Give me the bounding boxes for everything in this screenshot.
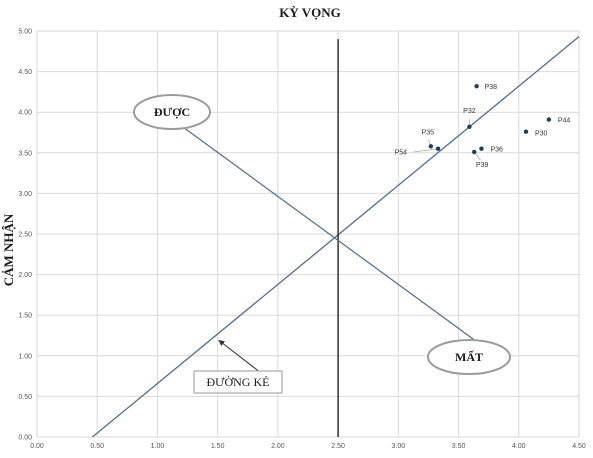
data-point bbox=[467, 124, 472, 130]
x-tick-label: 3.00 bbox=[392, 443, 406, 450]
y-tick-label: 3.50 bbox=[18, 150, 32, 157]
line-label-pointer bbox=[218, 339, 261, 373]
reference-lines bbox=[91, 36, 580, 438]
data-point-label: P30 bbox=[535, 131, 548, 138]
x-tick-label: 2.00 bbox=[271, 443, 285, 450]
line-label-text: ĐƯỜNG KẺ bbox=[207, 375, 270, 389]
y-tick-label: 1.50 bbox=[18, 313, 32, 320]
x-tick-label: 0.00 bbox=[30, 443, 44, 450]
x-tick-label: 2.50 bbox=[331, 443, 345, 450]
y-tick-label: 2.00 bbox=[18, 272, 32, 279]
loss-callout-ellipse bbox=[427, 339, 511, 375]
loss-callout-label: MẤT bbox=[455, 349, 483, 364]
data-point bbox=[546, 117, 552, 122]
diagonal-reference-line bbox=[91, 36, 580, 438]
data-point bbox=[435, 146, 441, 151]
gridlines bbox=[36, 30, 580, 438]
y-tick-label: 0.50 bbox=[18, 394, 32, 401]
gain-loss-arrow bbox=[181, 125, 485, 348]
chart-title: KỲ VỌNG bbox=[279, 5, 341, 20]
data-points: P38 P44 P32 P30 P35 P36 P54 P39 bbox=[395, 84, 571, 169]
y-tick-label: 2.50 bbox=[18, 232, 32, 239]
data-point-label: P36 bbox=[490, 147, 503, 154]
line-label-box bbox=[193, 370, 283, 394]
data-point-label: P35 bbox=[422, 129, 435, 136]
x-tick-label: 3.50 bbox=[452, 443, 466, 450]
x-tick-label: 4.00 bbox=[512, 443, 526, 450]
data-point bbox=[523, 129, 529, 134]
y-tick-label: 1.00 bbox=[18, 353, 32, 360]
y-tick-label: 4.00 bbox=[18, 110, 32, 117]
y-tick-label: 0.00 bbox=[18, 435, 32, 442]
point-leader-line bbox=[413, 148, 439, 153]
x-tick-label: 1.00 bbox=[151, 443, 165, 450]
data-point bbox=[479, 146, 484, 151]
data-point-label: P39 bbox=[476, 162, 489, 169]
data-point bbox=[428, 144, 434, 149]
y-tick-label: 5.00 bbox=[18, 29, 32, 36]
x-tick-label: 0.50 bbox=[90, 443, 104, 450]
callouts: ĐƯỢC MẤT ĐƯỜNG KẺ bbox=[133, 94, 511, 394]
gain-callout-ellipse bbox=[133, 94, 211, 130]
data-point-label: P32 bbox=[463, 108, 476, 115]
y-tick-label: 4.50 bbox=[18, 69, 32, 76]
data-point-label: P44 bbox=[558, 118, 571, 125]
data-point-label: P38 bbox=[485, 84, 498, 91]
axis-ticks: 0.00 0.50 1.00 1.50 2.00 2.50 3.00 3.50 4.00 4.50… bbox=[18, 29, 586, 451]
data-point bbox=[472, 149, 477, 155]
data-point bbox=[474, 84, 479, 89]
y-axis-label: CẢM NHẬN bbox=[1, 213, 16, 286]
data-point-label: P54 bbox=[395, 150, 408, 157]
x-tick-label: 4.50 bbox=[572, 443, 586, 450]
gain-callout-label: ĐƯỢC bbox=[154, 105, 190, 119]
y-tick-label: 3.00 bbox=[18, 191, 32, 198]
x-tick-label: 1.50 bbox=[211, 443, 225, 450]
